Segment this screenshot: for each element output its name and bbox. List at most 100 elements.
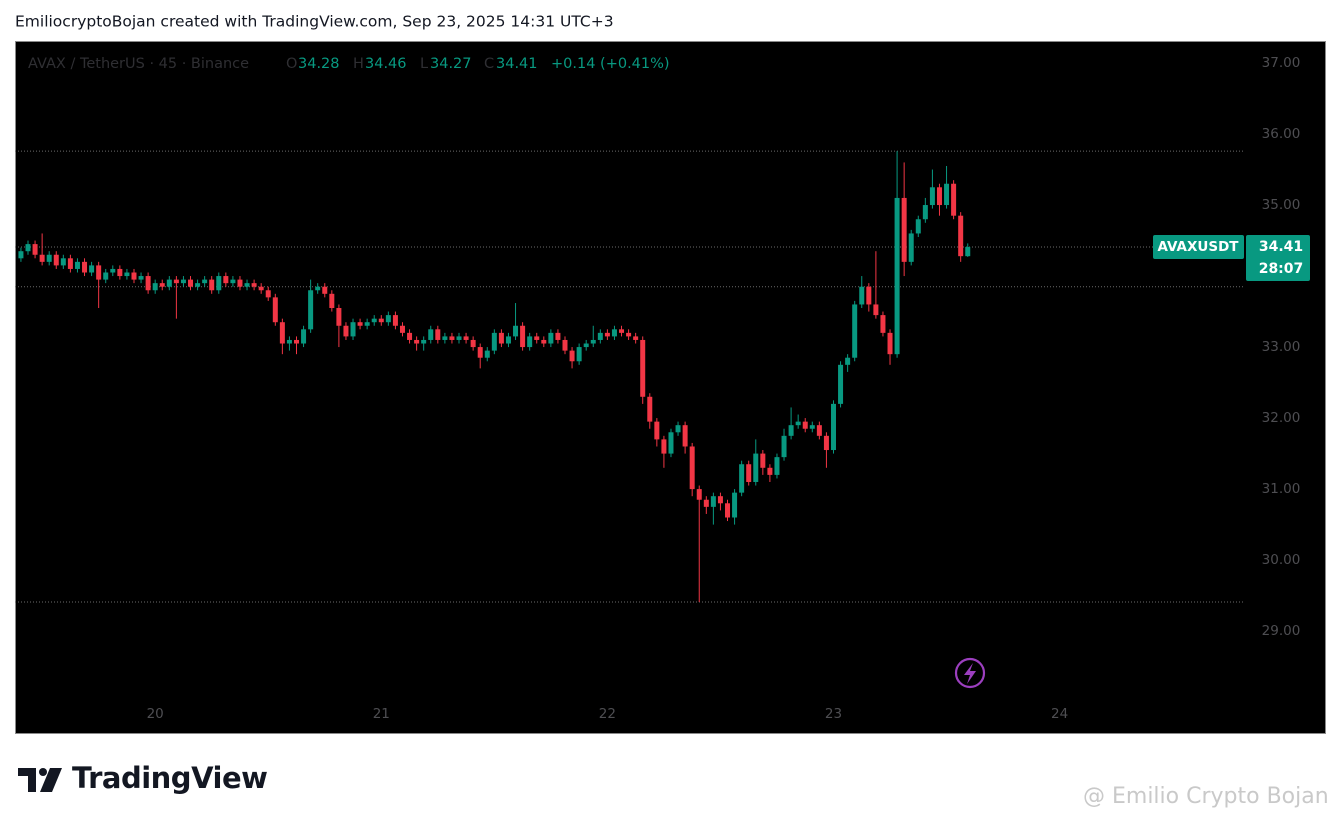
legend-change: +0.14 (+0.41%): [551, 56, 670, 72]
candle-body: [67, 258, 73, 269]
candle-body: [929, 187, 935, 206]
candle-body: [498, 332, 504, 344]
candle-body: [569, 350, 575, 362]
candle-body: [505, 336, 511, 344]
candle-body: [188, 279, 194, 287]
candle-body: [590, 339, 596, 344]
candle-body: [915, 219, 921, 234]
y-tick-label: 32.00: [1262, 410, 1301, 426]
candle-body: [534, 336, 540, 340]
candle-body: [223, 276, 229, 284]
candle-body: [710, 496, 716, 507]
candle-body: [491, 332, 497, 351]
candle-body: [322, 286, 328, 294]
candle-body: [626, 332, 632, 337]
plot: 29.0030.0031.0032.0033.0034.0035.0036.00…: [15, 55, 1310, 722]
candle-body: [477, 347, 483, 358]
x-tick-label: 20: [147, 706, 164, 722]
candle-body: [435, 329, 441, 340]
candle-body: [449, 336, 455, 340]
y-tick-label: 33.00: [1262, 339, 1301, 355]
candle-body: [809, 425, 815, 429]
y-tick-label: 31.00: [1262, 481, 1301, 497]
candle-body: [195, 283, 201, 287]
candle-body: [308, 290, 314, 330]
candle-body: [760, 453, 766, 468]
candle-body: [315, 286, 321, 291]
candle-body: [421, 339, 427, 344]
candle-body: [272, 297, 278, 323]
y-tick-label: 36.00: [1262, 126, 1301, 142]
candle-body: [350, 322, 356, 337]
candle-body: [823, 435, 829, 451]
candle-body: [110, 268, 116, 273]
x-tick-label: 23: [825, 706, 842, 722]
candle-body: [788, 425, 794, 436]
candle-body: [60, 258, 66, 266]
legend-key: C: [484, 56, 494, 72]
candle-body: [732, 492, 738, 518]
candle-body: [96, 265, 102, 280]
legend-key: H: [353, 56, 364, 72]
candle-body: [604, 332, 610, 337]
icon-ring: [954, 657, 986, 689]
legend-value: 34.46: [365, 56, 407, 72]
candle-body: [414, 339, 420, 344]
candle-body: [89, 265, 95, 273]
candle-body: [562, 339, 568, 351]
candle-body: [908, 233, 914, 262]
candle-body: [830, 403, 836, 451]
symbol-label-bg: [1153, 234, 1244, 259]
candle-body: [936, 187, 942, 206]
candle-body: [922, 205, 928, 220]
candle-body: [901, 197, 907, 262]
x-tick-label: 21: [373, 706, 390, 722]
candle-body: [166, 279, 172, 287]
candle-body: [138, 276, 144, 280]
y-tick-label: 35.00: [1262, 197, 1301, 213]
legend: AVAX / TetherUS · 45 · Binance O 34.28 H…: [28, 56, 670, 72]
chart-frame: [15, 41, 1326, 734]
candle-body: [958, 215, 964, 257]
candle-body: [682, 425, 688, 447]
candle-body: [392, 315, 398, 326]
candle-body: [647, 396, 653, 422]
candle-body: [18, 251, 24, 259]
candle-body: [583, 343, 589, 348]
candle-body: [25, 244, 31, 252]
candle-body: [265, 290, 271, 298]
candle-body: [46, 254, 52, 262]
candle-body: [767, 467, 773, 475]
y-tick-label: 30.00: [1262, 552, 1301, 568]
candle-body: [124, 272, 130, 277]
candle-body: [859, 286, 865, 305]
symbol-label: AVAXUSDT: [1157, 239, 1239, 255]
x-tick-label: 22: [599, 706, 616, 722]
last-price-label: 34.41: [1259, 239, 1303, 255]
candle-body: [725, 503, 731, 518]
candle-body: [689, 446, 695, 490]
candle-body: [463, 336, 469, 340]
alert-icon[interactable]: [954, 657, 986, 689]
legend-value: 34.41: [496, 56, 538, 72]
candle-body: [159, 283, 165, 287]
candle-body: [343, 325, 349, 337]
candle-body: [39, 254, 45, 262]
candle-body: [357, 322, 363, 326]
candle-body: [619, 329, 625, 333]
candle-body: [364, 322, 370, 326]
candle-body: [329, 293, 335, 309]
candle-body: [746, 464, 752, 482]
header-text: EmiliocryptoBojan created with TradingVi…: [15, 13, 614, 31]
candle-body: [887, 332, 893, 355]
candle-body: [696, 489, 702, 500]
candle-body: [703, 499, 709, 507]
legend-key: O: [286, 56, 297, 72]
candle-body: [633, 336, 639, 340]
candle-body: [965, 246, 971, 257]
candle-body: [237, 279, 243, 287]
watermark: @ Emilio Crypto Bojan: [1083, 784, 1329, 809]
candle-body: [293, 339, 299, 344]
candle-body: [951, 183, 957, 216]
y-tick-label: 29.00: [1262, 623, 1301, 639]
